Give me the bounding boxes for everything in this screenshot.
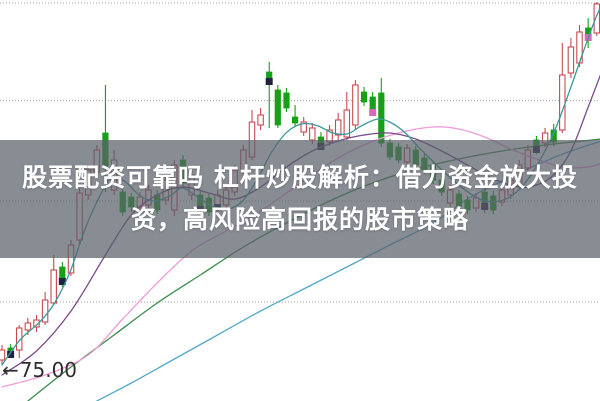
overlay-title-line2: 资，高风险高回报的股市策略 [130, 205, 469, 234]
price-label: ←75.00 [2, 358, 77, 382]
price-label-value: 75.00 [19, 358, 78, 382]
overlay-title-line1: 股票配资可靠吗 杠杆炒股解析：借力资金放大投 [22, 163, 578, 192]
title-overlay-band: 股票配资可靠吗 杠杆炒股解析：借力资金放大投 资，高风险高回报的股市策略 [0, 140, 600, 258]
left-arrow-icon: ← [2, 358, 19, 382]
